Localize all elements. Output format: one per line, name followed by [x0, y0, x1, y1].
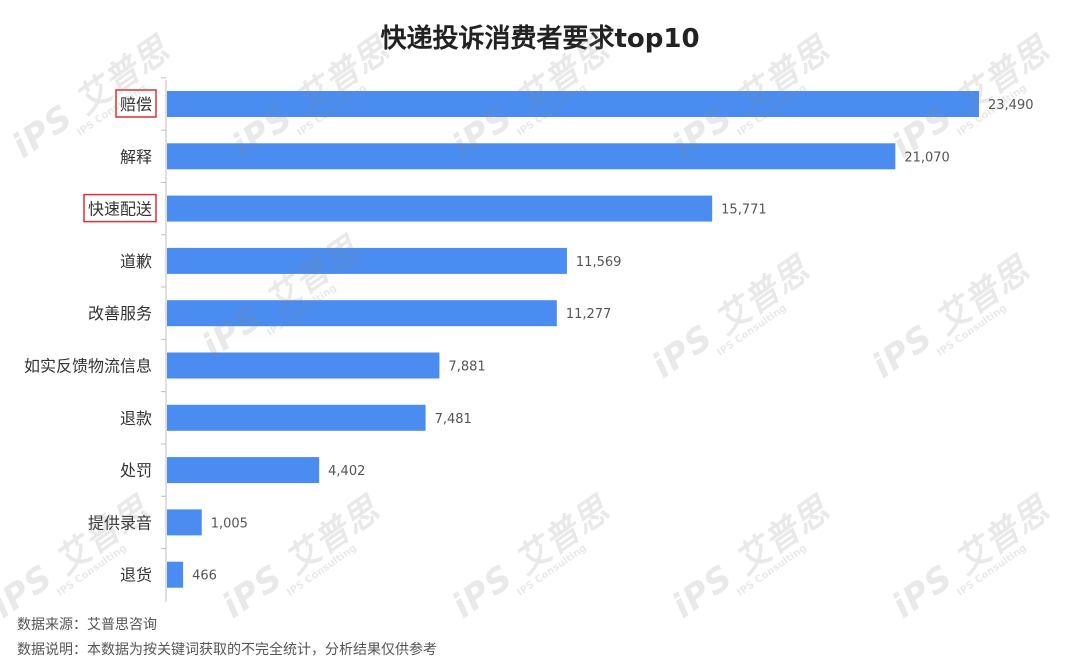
bar-9 — [167, 561, 184, 588]
bar-3 — [167, 247, 567, 274]
bar-4 — [167, 300, 557, 327]
data-source-note: 数据来源：艾普思咨询 — [17, 617, 157, 633]
value-label-7: 4,402 — [328, 464, 365, 479]
category-label-9: 退货 — [120, 566, 152, 585]
highlight-box-0 — [115, 89, 157, 118]
category-label-5: 如实反馈物流信息 — [24, 357, 152, 376]
value-label-2: 15,771 — [721, 203, 767, 218]
value-label-9: 466 — [192, 569, 217, 584]
value-label-0: 23,490 — [988, 98, 1034, 113]
bar-1 — [167, 143, 896, 170]
category-label-0: 赔偿 — [120, 95, 152, 114]
bar-5 — [167, 352, 440, 379]
bar-7 — [167, 457, 320, 484]
bar-0 — [167, 91, 979, 117]
category-label-1: 解释 — [120, 147, 152, 166]
highlight-box-2 — [83, 193, 157, 223]
data-description-note: 数据说明：本数据为按关键词获取的不完全统计，分析结果仅供参考 — [17, 642, 437, 658]
value-label-3: 11,569 — [576, 255, 622, 270]
bar-2 — [167, 195, 713, 222]
value-label-4: 11,277 — [566, 307, 612, 322]
bar-8 — [167, 509, 202, 536]
category-label-3: 道歉 — [120, 252, 152, 271]
chart-title: 快递投诉消费者要求top10 — [380, 24, 700, 54]
category-label-2: 快速配送 — [88, 200, 152, 219]
category-label-6: 退款 — [120, 409, 152, 428]
category-label-8: 提供录音 — [88, 513, 152, 532]
value-label-8: 1,005 — [211, 516, 248, 531]
value-label-5: 7,881 — [448, 360, 485, 375]
value-label-1: 21,070 — [904, 150, 950, 165]
bar-6 — [167, 404, 426, 431]
category-label-7: 处罚 — [120, 461, 152, 480]
category-label-4: 改善服务 — [88, 304, 152, 323]
value-label-6: 7,481 — [435, 412, 472, 427]
